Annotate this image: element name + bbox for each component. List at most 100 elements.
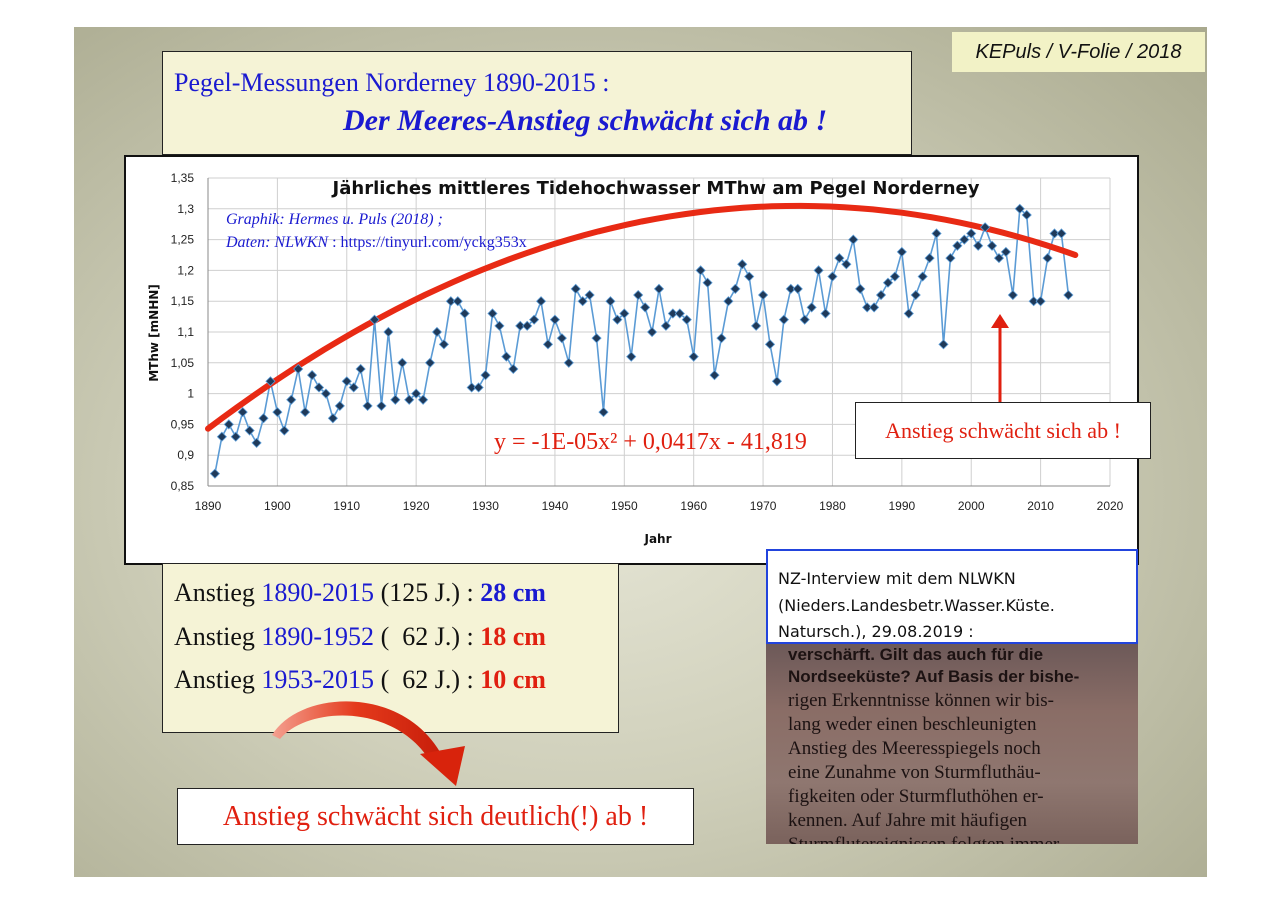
nz-line-3: Natursch.), 29.08.2019 : <box>778 622 974 641</box>
trend-line <box>205 202 1079 432</box>
data-point <box>702 277 713 288</box>
data-point <box>355 363 366 375</box>
chart-credit-2: Daten: NLWKN : https://tinyurl.com/yckg3… <box>226 234 527 252</box>
series-line <box>214 207 1070 474</box>
data-point <box>466 382 477 393</box>
stats-label: Anstieg <box>174 665 262 694</box>
data-point <box>556 333 567 344</box>
up-arrow-icon <box>991 314 1009 402</box>
x-tick-label: 1900 <box>264 499 291 513</box>
data-point <box>1000 246 1012 258</box>
chart-panel: 0,85 0,9 0,95 1 1,05 1,1 1,15 1,2 1,25 1,3 1,35 189… <box>124 155 1139 565</box>
data-point <box>973 240 984 251</box>
y-tick-label: 1 <box>187 387 194 401</box>
data-point <box>1042 252 1053 264</box>
clip-line: verschärft. Gilt das auch für die <box>788 645 1044 664</box>
data-point <box>424 357 436 368</box>
stats-box: Anstieg 1890-2015 (125 J.) : 28 cm Ansti… <box>162 563 619 733</box>
data-point <box>535 296 547 307</box>
data-point <box>875 289 887 301</box>
data-point <box>279 425 290 436</box>
stats-row: Anstieg 1890-2015 (125 J.) : 28 cm <box>174 578 546 608</box>
data-point <box>383 326 394 338</box>
clip-line: rigen Erkenntnisse können wir bis- <box>788 690 1054 711</box>
data-point <box>688 351 699 362</box>
data-point <box>869 302 880 313</box>
data-point <box>619 308 630 319</box>
stats-value: 18 cm <box>480 622 546 651</box>
data-point <box>515 320 526 331</box>
callout-slowdown: Anstieg schwächt sich ab ! <box>855 402 1151 459</box>
data-point <box>896 246 907 258</box>
clip-text: Nordseeküste? Auf Basis der bishe- <box>788 667 1080 686</box>
chart-title: Jährliches mittleres Tidehochwasser MThw… <box>331 178 980 199</box>
nz-interview-box: NZ-Interview mit dem NLWKN (Nieders.Land… <box>766 549 1138 644</box>
data-point <box>230 431 241 442</box>
stats-span: ( 62 J.) : <box>374 665 481 694</box>
data-point <box>806 302 817 313</box>
x-tick-label: 2000 <box>958 499 985 513</box>
stats-row: Anstieg 1890-1952 ( 62 J.) : 18 cm <box>174 622 546 652</box>
y-tick-label: 0,9 <box>177 448 194 462</box>
data-point <box>695 265 706 276</box>
y-tick-label: 1,15 <box>171 294 195 308</box>
data-point <box>1007 289 1018 301</box>
data-point <box>327 413 338 424</box>
data-point <box>1021 209 1032 221</box>
data-point <box>903 308 914 319</box>
data-point <box>209 468 221 479</box>
data-point <box>341 376 352 387</box>
clip-line: Nordseeküste? Auf Basis der bishe- <box>788 668 1079 685</box>
data-point <box>653 283 665 294</box>
data-point <box>237 406 248 418</box>
stats-span: ( 62 J.) : <box>374 622 481 651</box>
data-point <box>411 388 422 399</box>
data-point <box>986 240 998 251</box>
y-axis-label: MThw [mNHN] <box>147 284 161 382</box>
data-point <box>980 222 991 233</box>
credit-url: : https://tinyurl.com/yckg353x <box>328 234 527 251</box>
clip-line: Sturmflutereignissen folgten immer <box>788 835 1059 844</box>
data-point <box>917 271 928 282</box>
y-tick-label: 1,05 <box>171 356 195 370</box>
data-point <box>1063 289 1074 301</box>
data-point <box>993 252 1005 264</box>
data-point <box>966 228 977 239</box>
data-point <box>563 357 574 368</box>
data-point <box>667 308 678 319</box>
clip-line: eine Zunahme von Sturmfluthäu- <box>788 762 1041 783</box>
chart-credit-1: Graphik: Hermes u. Puls (2018) ; <box>226 211 443 229</box>
newspaper-clipping: verschärft. Gilt das auch für die Nordse… <box>766 640 1138 844</box>
x-tick-label: 1950 <box>611 499 638 513</box>
data-point <box>334 400 345 412</box>
slide-tag: KEPuls / V-Folie / 2018 <box>952 32 1205 72</box>
data-point <box>369 314 380 325</box>
data-point <box>931 228 942 239</box>
data-point <box>792 283 803 294</box>
data-point <box>771 376 783 387</box>
x-tick-label: 2010 <box>1027 499 1054 513</box>
data-point <box>306 370 318 381</box>
data-point <box>959 234 970 245</box>
data-point <box>584 289 595 301</box>
data-point <box>848 234 859 245</box>
data-point <box>633 289 644 301</box>
data-point <box>1014 203 1025 214</box>
data-point <box>827 271 838 282</box>
clip-line: Anstieg des Meeresspiegels noch <box>788 738 1041 759</box>
data-point <box>549 314 561 325</box>
data-point <box>674 308 685 319</box>
data-point <box>487 308 498 319</box>
data-point <box>445 296 456 307</box>
data-point <box>494 320 505 331</box>
y-tick-label: 0,85 <box>171 479 195 493</box>
data-point <box>855 283 866 294</box>
x-tick-label: 1920 <box>403 499 430 513</box>
data-point <box>577 296 588 307</box>
trend-equation: y = -1E-05x² + 0,0417x - 41,819 <box>494 429 807 455</box>
data-point <box>626 351 637 362</box>
data-point <box>244 425 255 436</box>
data-point <box>640 302 651 313</box>
data-point <box>889 271 900 282</box>
y-tick-label: 0,95 <box>171 417 195 431</box>
